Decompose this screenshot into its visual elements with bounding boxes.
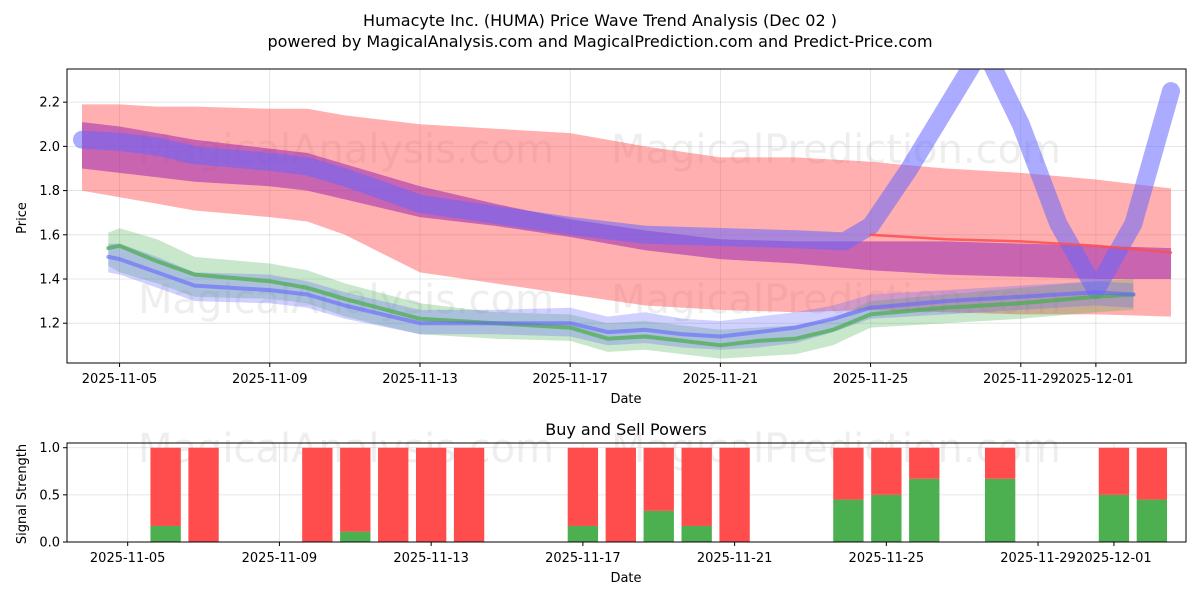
price-ytick-label-2: 1.6 <box>39 228 60 243</box>
price-xtick-label-6: 2025-11-29 <box>983 372 1059 387</box>
signal-xtick-label-5: 2025-11-25 <box>849 551 925 566</box>
signal-xtick-label-0: 2025-11-05 <box>90 551 166 566</box>
buy-bar-2025-11-25 <box>871 494 902 542</box>
purple-band <box>82 122 1171 279</box>
sell-bar-2025-11-13 <box>415 447 447 542</box>
sell-bar-2025-12-02 <box>1136 447 1168 500</box>
sell-bar-2025-11-14 <box>453 447 485 542</box>
signal-xtick-label-6: 2025-11-29 <box>1000 551 1076 566</box>
buy-bar-2025-11-11 <box>340 531 371 542</box>
buy-bar-2025-12-01 <box>1098 494 1130 542</box>
signal-xtick-label-2: 2025-11-13 <box>393 551 469 566</box>
signal-ytick-label-0: 0.0 <box>39 536 60 551</box>
green-band <box>108 228 1134 359</box>
price-xtick-label-4: 2025-11-21 <box>683 372 759 387</box>
signal-ytick-label-2: 1.0 <box>39 441 60 456</box>
price-xtick-label-1: 2025-11-09 <box>232 372 308 387</box>
chart-title: Humacyte Inc. (HUMA) Price Wave Trend An… <box>363 11 837 30</box>
price-frame <box>66 68 1187 364</box>
buy-bar-2025-12-02 <box>1136 499 1168 542</box>
sell-bar-2025-11-20 <box>681 447 712 526</box>
sell-bar-2025-11-07 <box>188 447 219 542</box>
signal-bars <box>150 447 1168 542</box>
buy-bar-2025-11-20 <box>681 525 712 542</box>
price-xlabel: Date <box>610 392 641 407</box>
buy-bar-2025-11-26 <box>909 478 940 542</box>
signal-xtick-label-3: 2025-11-17 <box>545 551 621 566</box>
sell-bar-2025-11-06 <box>150 447 181 526</box>
signal-ylabel: Signal Strength <box>15 444 30 544</box>
price-ytick-label-4: 2.0 <box>39 140 60 155</box>
price-xtick-label-0: 2025-11-05 <box>82 372 158 387</box>
buy-bar-2025-11-17 <box>567 525 599 542</box>
chart-subtitle: powered by MagicalAnalysis.com and Magic… <box>267 32 932 51</box>
signal-axes: 0.0 0.5 1.0 2025-11-05 2025-11-09 2025-11-13 2… <box>39 441 1187 566</box>
price-xtick-label-2: 2025-11-13 <box>382 372 458 387</box>
sell-bar-2025-11-10 <box>302 447 333 542</box>
price-lines <box>73 69 1180 348</box>
blue-signal <box>106 254 1136 339</box>
sell-bar-2025-11-28 <box>984 447 1016 479</box>
price-ytick-label-1: 1.4 <box>39 273 60 288</box>
sell-bar-2025-11-24 <box>833 447 864 500</box>
sell-bar-2025-11-17 <box>567 447 599 526</box>
signal-xtick-label-4: 2025-11-21 <box>697 551 773 566</box>
sell-bar-2025-11-12 <box>378 447 409 542</box>
blue-wave <box>73 69 1180 300</box>
sell-bar-2025-12-01 <box>1098 447 1130 495</box>
red-trend <box>869 233 1173 254</box>
watermark-prediction-top: MagicalPrediction.com <box>611 127 1061 173</box>
price-wave-panel: MagicalAnalysis.com MagicalPrediction.co… <box>15 68 1187 407</box>
price-ytick-label-5: 2.2 <box>39 96 60 111</box>
signal-frame <box>66 442 1187 543</box>
price-ytick-label-0: 1.2 <box>39 317 60 332</box>
price-ylabel: Price <box>15 202 30 234</box>
sell-bar-2025-11-26 <box>909 447 940 479</box>
signal-ytick-label-1: 0.5 <box>39 488 60 503</box>
sell-bar-2025-11-19 <box>643 447 674 511</box>
sell-bar-2025-11-25 <box>871 447 902 495</box>
price-xtick-label-7: 2025-12-01 <box>1058 372 1134 387</box>
price-xtick-label-5: 2025-11-25 <box>833 372 909 387</box>
price-grid <box>67 69 1186 363</box>
buy-sell-title: Buy and Sell Powers <box>545 420 707 439</box>
signal-xtick-label-1: 2025-11-09 <box>242 551 318 566</box>
price-axes: 1.2 1.4 1.6 1.8 2.0 2.2 2025-11-05 2025-11-09 20… <box>39 68 1187 387</box>
sell-bar-2025-11-18 <box>605 447 636 542</box>
signal-xtick-label-7: 2025-12-01 <box>1076 551 1152 566</box>
buy-bar-2025-11-24 <box>833 499 864 542</box>
buy-bar-2025-11-06 <box>150 525 181 542</box>
price-xtick-label-3: 2025-11-17 <box>532 372 608 387</box>
signal-xlabel: Date <box>610 571 641 586</box>
buy-bar-2025-11-28 <box>984 478 1016 542</box>
price-ytick-label-3: 1.8 <box>39 184 60 199</box>
sell-bar-2025-11-11 <box>340 447 371 532</box>
green-signal <box>106 243 1136 348</box>
buy-sell-panel: Buy and Sell Powers MagicalAnalysis.com … <box>15 420 1187 586</box>
sell-bar-2025-11-21 <box>719 447 750 542</box>
buy-bar-2025-11-19 <box>643 510 674 542</box>
